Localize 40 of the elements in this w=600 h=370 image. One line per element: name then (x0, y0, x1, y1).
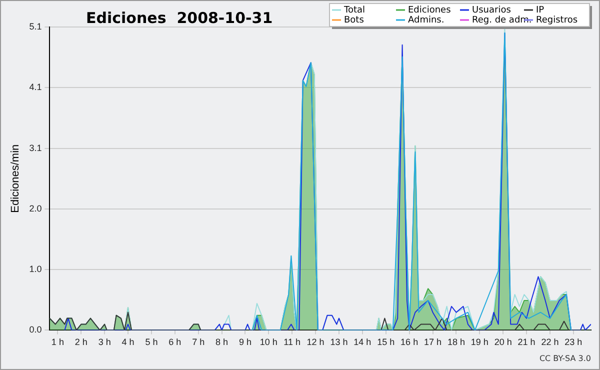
x-tick-label: 17 h (424, 337, 442, 348)
y-tick-label: 3.1 (29, 142, 42, 153)
y-tick-label: 4.1 (29, 82, 42, 92)
x-tick-label: 19 h (470, 337, 488, 348)
text: CC BY-SA 3.0 (539, 354, 591, 363)
legend-label: Usuarios (472, 5, 512, 16)
y-tick-label: 0.0 (29, 324, 42, 335)
x-tick-label: 13 h (330, 337, 348, 348)
x-tick-label: 23 h (564, 337, 582, 348)
x-tick-label: 1 h (51, 337, 64, 348)
x-tick-label: 7 h (192, 337, 205, 348)
x-tick-label: 5 h (145, 337, 158, 348)
legend-label: Total (343, 5, 366, 16)
x-tick-label: 14 h (354, 337, 372, 348)
y-tick-label: 2.0 (29, 203, 42, 214)
legend-label: IP (536, 5, 545, 16)
x-tick-label: 18 h (447, 337, 465, 348)
x-tick-label: 20 h (494, 337, 512, 348)
x-tick-label: 9 h (238, 337, 252, 348)
legend-label: Bots (344, 15, 364, 26)
legend-label: Ediciones (408, 5, 452, 16)
legend-label: Registros (536, 15, 578, 26)
x-tick-label: 15 h (377, 337, 395, 348)
x-tick-label: 8 h (216, 337, 228, 348)
x-tick-label: 3 h (98, 337, 111, 348)
y-tick-label: 1.0 (29, 264, 42, 274)
chart-title: Ediciones 2008-10-31 (86, 9, 273, 27)
x-tick-label: 11 h (284, 337, 301, 348)
x-tick-label: 12 h (306, 337, 324, 348)
legend-label: Admins. (408, 15, 444, 26)
x-tick-label: 6 h (168, 337, 182, 348)
legend-label: Reg. de adm. (472, 15, 532, 26)
y-tick-label: 5.1 (29, 21, 42, 32)
x-tick-label: 2 h (74, 337, 88, 348)
x-tick-label: 21 h (518, 337, 536, 348)
y-axis-title: Ediciones/min (10, 144, 22, 213)
x-tick-label: 16 h (400, 337, 418, 348)
x-tick-label: 22 h (541, 337, 559, 348)
x-tick-label: 4 h (122, 337, 134, 348)
x-tick-label: 10 h (260, 337, 278, 348)
